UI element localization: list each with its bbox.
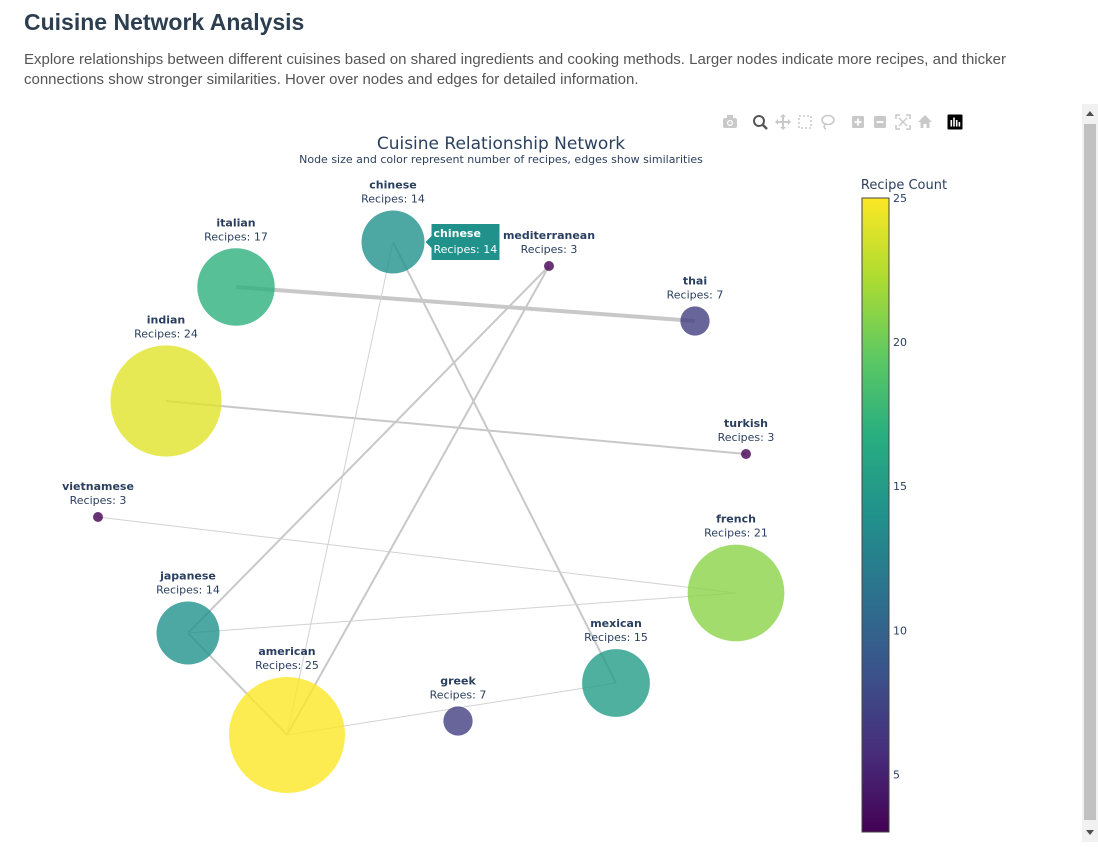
colorbar-ticks: 5 10 15 20 25 (893, 192, 907, 781)
node-count-thai: Recipes: 7 (667, 288, 724, 301)
node-thai[interactable] (680, 306, 710, 336)
network-plot[interactable]: Cuisine Relationship Network Node size a… (0, 104, 1082, 842)
zoom-in-icon[interactable] (852, 116, 864, 128)
zoom-icon[interactable] (753, 115, 768, 130)
chart-subtitle: Node size and color represent number of … (299, 153, 703, 166)
node-label-japanese: japanese (159, 570, 216, 583)
node-label-thai: thai (683, 274, 707, 287)
edge-mediterranean-american[interactable] (286, 265, 550, 736)
node-label-vietnamese: vietnamese (62, 480, 134, 493)
zoom-out-icon[interactable] (874, 116, 886, 128)
node-chinese[interactable] (361, 210, 425, 274)
edge-japanese-french[interactable] (187, 592, 737, 634)
edge-vietnamese-french[interactable] (97, 516, 737, 594)
colorbar-tick-5: 5 (893, 768, 900, 781)
node-mexican[interactable] (582, 649, 650, 717)
node-greek[interactable] (443, 706, 473, 736)
plot-container[interactable]: Cuisine Relationship Network Node size a… (0, 104, 1082, 842)
edges-layer (97, 241, 747, 736)
pan-icon[interactable] (775, 114, 791, 130)
nodes-layer (93, 210, 785, 793)
colorbar-tick-15: 15 (893, 480, 907, 493)
node-label-chinese: chinese (369, 179, 416, 192)
node-count-mexican: Recipes: 15 (584, 631, 648, 644)
node-italian[interactable] (197, 248, 275, 326)
hover-box (425, 224, 500, 260)
hover-value: Recipes: 14 (434, 243, 498, 256)
node-label-mediterranean: mediterranean (503, 229, 595, 242)
page-description: Explore relationships between different … (24, 51, 1006, 88)
node-count-greek: Recipes: 7 (430, 688, 487, 701)
node-count-turkish: Recipes: 3 (718, 431, 775, 444)
hover-label: chinese (434, 227, 481, 240)
node-count-mediterranean: Recipes: 3 (521, 243, 578, 256)
node-french[interactable] (687, 544, 785, 642)
scroll-thumb[interactable] (1084, 124, 1096, 820)
node-count-french: Recipes: 21 (704, 527, 768, 540)
edge-chinese-american[interactable] (286, 241, 394, 736)
camera-icon[interactable] (723, 115, 737, 128)
colorbar-tick-20: 20 (893, 336, 907, 349)
autoscale-icon[interactable] (895, 114, 911, 130)
lasso-icon[interactable] (821, 114, 835, 130)
colorbar-gradient (861, 197, 890, 833)
page-header: Cuisine Network Analysis Explore relatio… (24, 6, 1089, 90)
home-icon[interactable] (918, 115, 932, 128)
node-label-mexican: mexican (590, 617, 642, 630)
node-label-french: french (716, 513, 756, 526)
node-count-chinese: Recipes: 14 (361, 193, 425, 206)
scroll-down-arrow[interactable] (1082, 824, 1098, 842)
colorbar-tick-25: 25 (893, 192, 907, 205)
node-mediterranean[interactable] (544, 261, 554, 271)
node-count-italian: Recipes: 17 (204, 230, 268, 243)
node-american[interactable] (229, 677, 345, 793)
node-vietnamese[interactable] (93, 512, 103, 522)
node-indian[interactable] (110, 345, 222, 457)
edge-italian-thai[interactable] (235, 285, 696, 323)
node-label-american: american (258, 645, 315, 658)
page-scrollbar[interactable] (1082, 104, 1098, 842)
plotly-logo-icon[interactable] (947, 114, 963, 130)
node-count-indian: Recipes: 24 (134, 327, 198, 340)
node-turkish[interactable] (741, 449, 751, 459)
edge-indian-turkish[interactable] (165, 400, 747, 455)
colorbar-title: Recipe Count (861, 178, 947, 193)
node-japanese[interactable] (156, 601, 220, 665)
node-label-italian: italian (216, 216, 255, 229)
box-select-icon[interactable] (798, 115, 812, 129)
node-count-american: Recipes: 25 (255, 659, 319, 672)
node-label-greek: greek (440, 674, 476, 687)
colorbar: Recipe Count 5 10 15 20 25 (861, 178, 947, 833)
edge-mediterranean-japanese[interactable] (187, 265, 550, 634)
colorbar-tick-10: 10 (893, 624, 907, 637)
node-count-japanese: Recipes: 14 (156, 584, 220, 597)
node-label-turkish: turkish (724, 417, 768, 430)
node-count-vietnamese: Recipes: 3 (70, 494, 127, 507)
modebar (723, 114, 963, 130)
edge-chinese-mexican[interactable] (392, 241, 617, 684)
scroll-up-arrow[interactable] (1082, 104, 1098, 122)
node-label-indian: indian (147, 313, 186, 326)
page-title: Cuisine Network Analysis (24, 9, 305, 35)
hover-tooltip: chinese Recipes: 14 (425, 224, 500, 260)
chart-title: Cuisine Relationship Network (377, 134, 625, 154)
